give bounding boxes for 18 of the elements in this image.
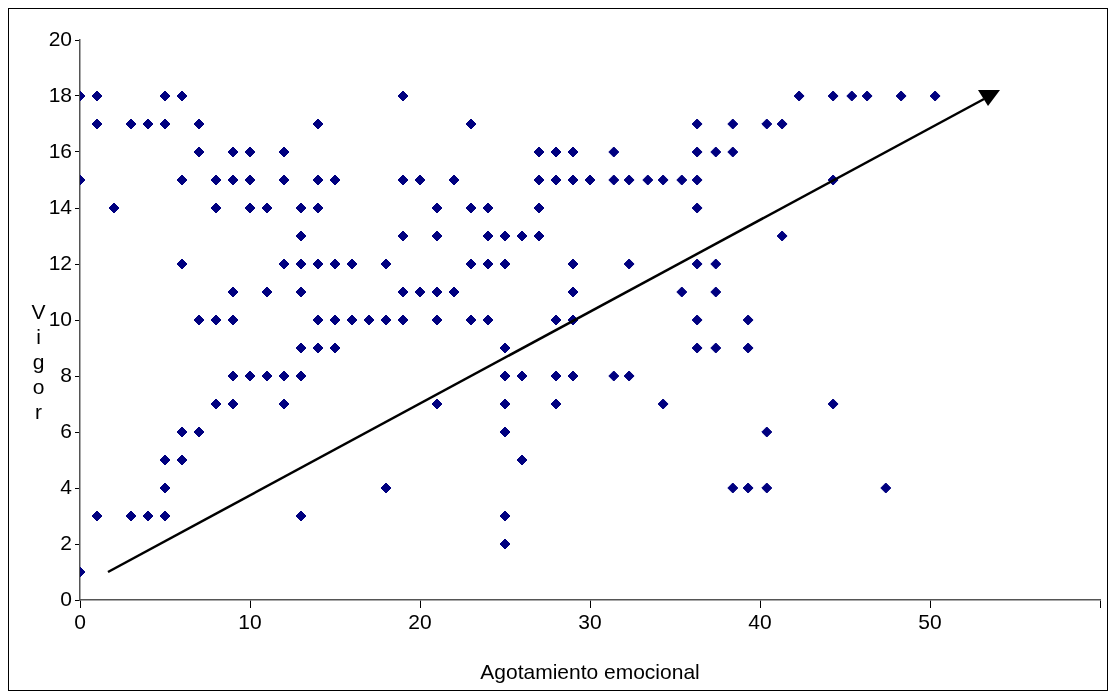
y-axis-title: Vigor xyxy=(27,300,50,425)
y-tick-label: 14 xyxy=(48,194,73,218)
y-tick-label: 16 xyxy=(48,138,72,162)
y-tick-label: 6 xyxy=(60,418,72,442)
x-tick-label: 40 xyxy=(748,610,772,634)
y-tick-label: 20 xyxy=(48,26,72,50)
y-tick-label: 0 xyxy=(60,586,72,610)
y-tick-label: 8 xyxy=(60,362,72,386)
y-tick-label: 4 xyxy=(60,474,73,498)
y-tick-label: 2 xyxy=(60,530,72,554)
y-tick-label: 10 xyxy=(48,306,72,330)
x-tick-label: 10 xyxy=(238,610,262,634)
x-tick-label: 50 xyxy=(918,610,942,634)
x-axis-title: Agotamiento emocional xyxy=(480,660,700,684)
y-tick-label: 18 xyxy=(48,82,72,106)
x-tick-label: 20 xyxy=(408,610,432,634)
y-tick-label: 12 xyxy=(48,250,72,274)
x-tick-label: 30 xyxy=(578,610,602,634)
